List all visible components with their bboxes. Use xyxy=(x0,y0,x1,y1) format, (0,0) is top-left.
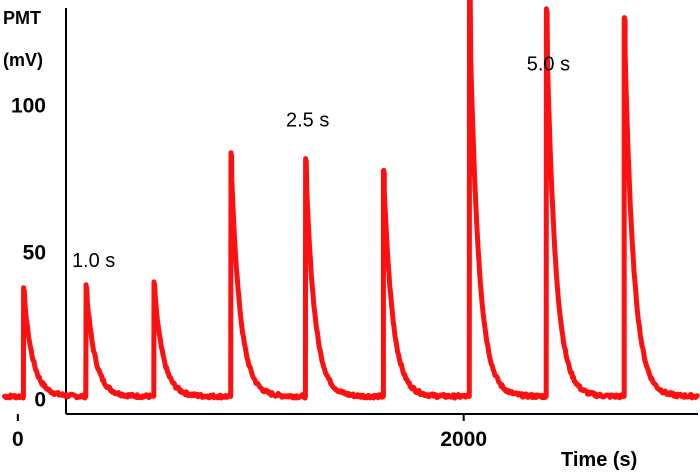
pulse-duration-annotation: 1.0 s xyxy=(72,250,115,272)
y-tick-label: 0 xyxy=(34,388,46,411)
pulse-duration-annotation: 2.5 s xyxy=(286,109,329,131)
pulse-duration-annotation: 5.0 s xyxy=(527,53,570,75)
pmt-trace xyxy=(2,0,700,401)
annotations: 1.0 s 2.5 s 5.0 s xyxy=(72,53,570,272)
y-axis-label-line1: PMT xyxy=(3,8,41,28)
y-axis-label-line2: (mV) xyxy=(3,50,43,70)
axes xyxy=(65,8,698,415)
x-tick-label: 0 xyxy=(12,428,24,451)
x-axis-label: Time (s) xyxy=(561,449,637,471)
ticks: 0 50 100 0 2000 xyxy=(11,95,487,451)
y-tick-label: 50 xyxy=(23,242,46,265)
x-tick-label: 2000 xyxy=(440,428,487,451)
y-tick-label: 100 xyxy=(11,95,46,118)
